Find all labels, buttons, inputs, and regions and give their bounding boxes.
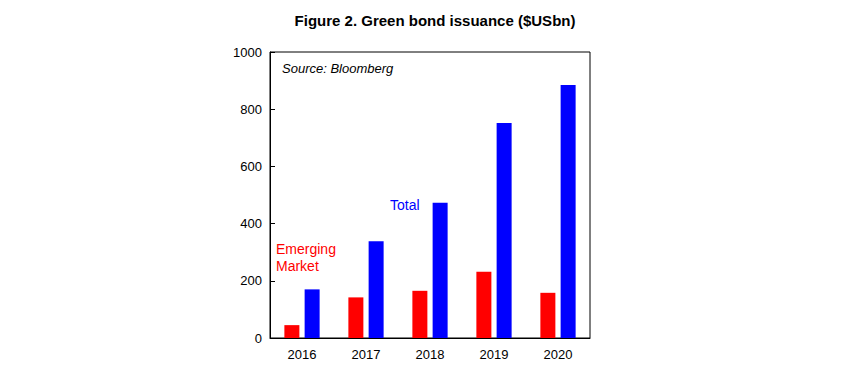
svg-text:2018: 2018	[416, 347, 445, 362]
svg-text:2016: 2016	[288, 347, 317, 362]
svg-text:2017: 2017	[352, 347, 381, 362]
svg-text:800: 800	[240, 102, 262, 117]
svg-text:2019: 2019	[480, 347, 509, 362]
svg-text:Figure 2. Green bond issuance: Figure 2. Green bond issuance ($USbn)	[295, 12, 576, 29]
svg-text:600: 600	[240, 159, 262, 174]
svg-text:0: 0	[255, 331, 262, 346]
svg-text:Source: Bloomberg: Source: Bloomberg	[282, 61, 394, 76]
svg-text:200: 200	[240, 273, 262, 288]
svg-text:1000: 1000	[233, 45, 262, 60]
svg-text:Market: Market	[276, 258, 319, 274]
svg-text:Emerging: Emerging	[276, 241, 336, 257]
svg-text:400: 400	[240, 216, 262, 231]
svg-text:Total: Total	[390, 197, 420, 213]
svg-text:2020: 2020	[544, 347, 573, 362]
